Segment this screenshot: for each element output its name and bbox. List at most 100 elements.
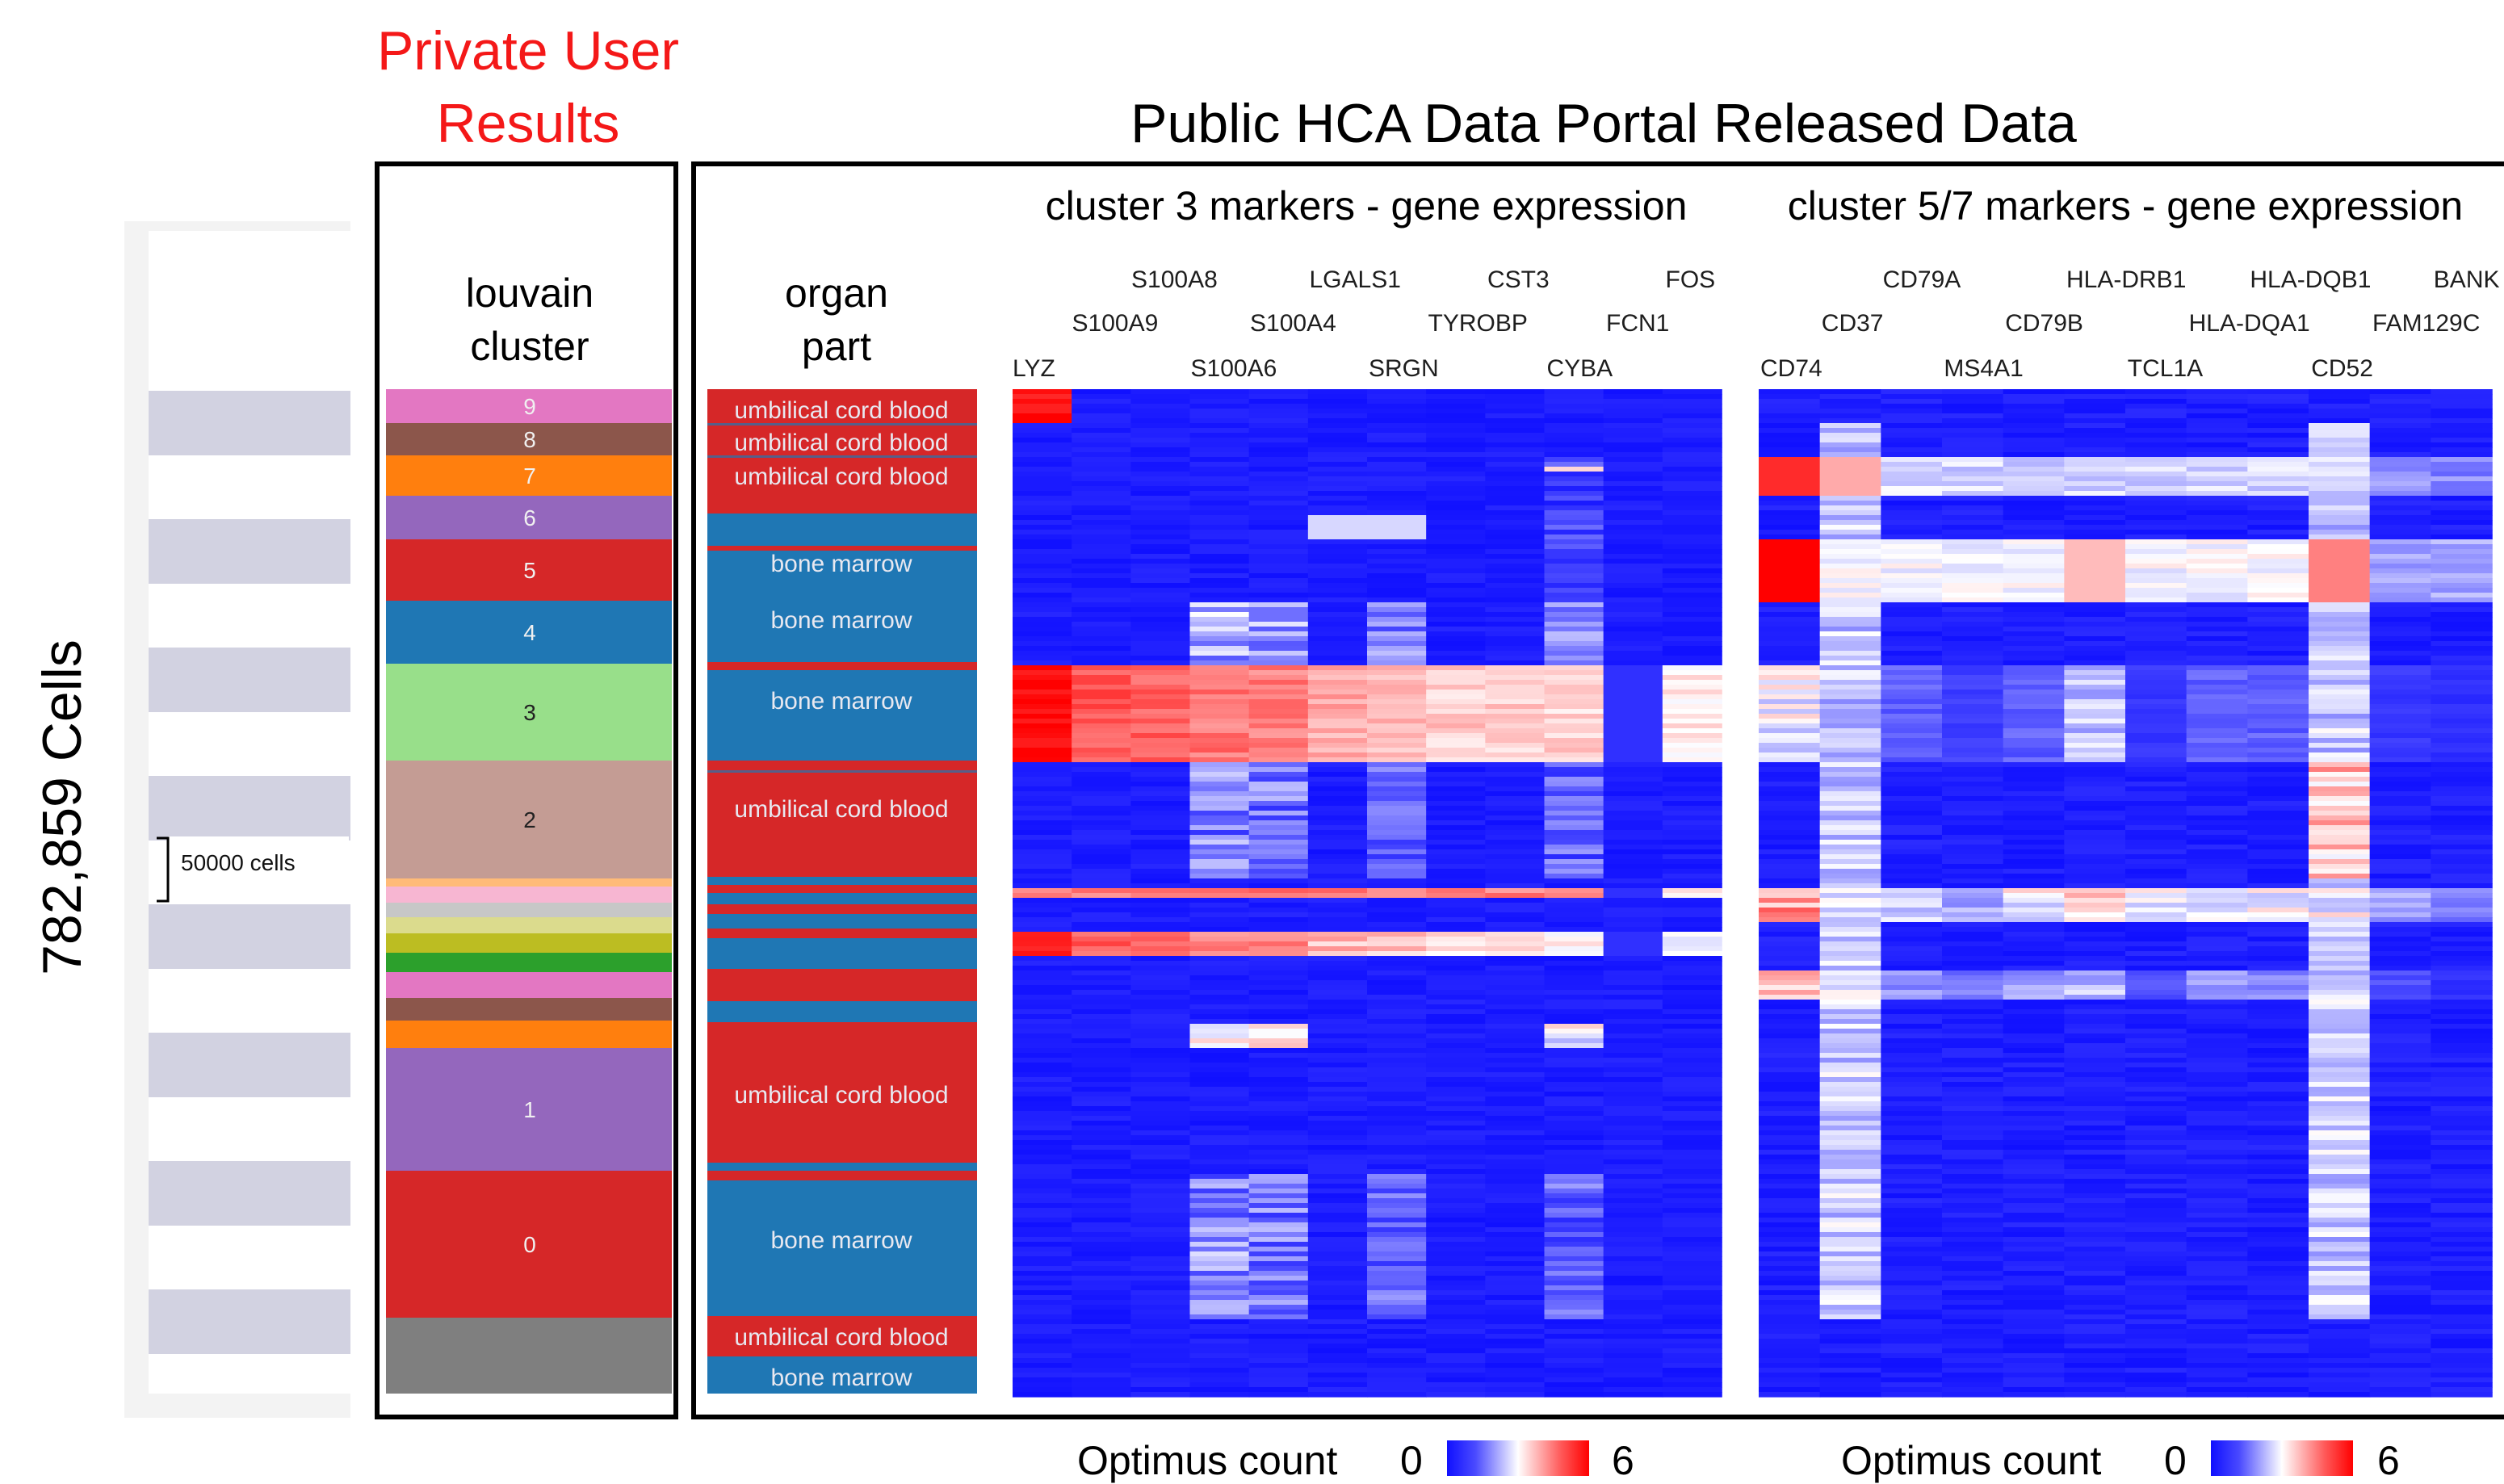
heatmap-cell (1759, 1218, 1821, 1223)
heatmap-cell (1759, 1232, 1821, 1238)
heatmap-cell (1013, 660, 1072, 666)
heatmap-cell (2003, 719, 2066, 724)
heatmap-cell (1367, 1218, 1427, 1223)
heatmap-cell (2247, 530, 2309, 535)
heatmap-cell (1248, 597, 1309, 603)
heatmap-cell (1662, 505, 1722, 511)
heatmap-cell (2431, 491, 2493, 497)
heatmap-cell (1307, 1314, 1368, 1320)
heatmap-cell (2125, 893, 2187, 899)
heatmap-cell (1189, 675, 1250, 681)
heatmap-cell (1248, 1266, 1309, 1272)
heatmap-cell (2431, 1285, 2493, 1291)
heatmap-cell (1130, 418, 1191, 424)
heatmap-cell (1603, 966, 1663, 971)
heatmap-cell (1013, 1377, 1072, 1383)
heatmap-cell (1072, 791, 1132, 797)
heatmap-cell (1662, 728, 1722, 734)
heatmap-cell (2186, 743, 2249, 748)
heatmap-cell (1248, 1126, 1309, 1131)
heatmap-cell (1013, 413, 1072, 419)
heatmap-cell (1485, 1334, 1546, 1339)
heatmap-cell (2309, 583, 2371, 589)
heatmap-cell (2369, 510, 2432, 516)
heatmap-cell (1189, 1126, 1250, 1131)
heatmap-cell (1544, 1348, 1604, 1354)
heatmap-cell (2309, 467, 2371, 472)
heatmap-cell (1426, 835, 1487, 841)
heatmap-cell (1367, 583, 1427, 589)
heatmap-cell (1881, 1271, 1943, 1276)
heatmap-cell (1662, 883, 1722, 889)
heatmap-cell (1189, 1029, 1250, 1034)
heatmap-cell (1881, 1222, 1943, 1228)
heatmap-cell (2369, 1111, 2432, 1117)
scale-bar-bracket (157, 836, 170, 903)
heatmap-cell (1248, 476, 1309, 482)
heatmap-cell (1130, 1130, 1191, 1136)
heatmap-cell (1603, 748, 1663, 753)
heatmap-cell (1367, 864, 1427, 870)
heatmap-cell (1367, 457, 1427, 463)
heatmap-cell (1662, 1101, 1722, 1107)
heatmap-cell (1130, 1377, 1191, 1383)
heatmap-cell (1189, 656, 1250, 661)
heatmap-cell (1189, 1063, 1250, 1068)
heatmap-cell (2369, 636, 2432, 642)
heatmap-cell (1662, 442, 1722, 448)
heatmap-cell (1426, 501, 1487, 506)
heatmap-cell (2125, 665, 2187, 671)
heatmap-cell (2309, 752, 2371, 758)
heatmap-cell (1759, 646, 1821, 652)
heatmap-cell (1942, 1290, 2004, 1296)
heatmap-cell (1544, 389, 1604, 395)
heatmap-cell (1307, 966, 1368, 971)
heatmap-cell (1130, 1179, 1191, 1184)
heatmap-cell (1603, 820, 1663, 826)
heatmap-cell (2064, 646, 2126, 652)
heatmap-cell (2186, 941, 2249, 947)
heatmap-cell (2431, 1222, 2493, 1228)
heatmap-cell (2369, 1251, 2432, 1257)
heatmap-cell (2186, 1000, 2249, 1005)
heatmap-cell (2125, 568, 2187, 574)
heatmap-cell (2369, 1004, 2432, 1010)
heatmap-cell (1307, 1319, 1368, 1325)
heatmap-cell (1544, 767, 1604, 773)
heatmap-cell (1881, 1251, 1943, 1257)
heatmap-cell (1189, 830, 1250, 836)
heatmap-cell (1367, 660, 1427, 666)
heatmap-cell (1759, 409, 1821, 414)
heatmap-cell (2003, 786, 2066, 792)
heatmap-cell (1819, 544, 1882, 550)
heatmap-cell (2125, 1106, 2187, 1112)
heatmap-cell (1544, 1164, 1604, 1170)
heatmap-cell (1248, 874, 1309, 879)
heatmap-cell (2431, 854, 2493, 860)
heatmap-cell (2064, 922, 2126, 928)
heatmap-cell (1426, 578, 1487, 584)
heatmap-cell (2309, 505, 2371, 511)
heatmap-cell (1942, 738, 2004, 744)
heatmap-cell (1485, 1174, 1546, 1180)
heatmap-cell (1130, 1150, 1191, 1155)
heatmap-cell (1881, 733, 1943, 739)
heatmap-cell (2247, 520, 2309, 526)
heatmap-cell (2309, 1261, 2371, 1267)
heatmap-cell (2369, 515, 2432, 521)
heatmap-cell (2247, 840, 2309, 845)
heatmap-cell (2247, 1053, 2309, 1059)
heatmap-cell (1248, 767, 1309, 773)
heatmap-cell (2309, 811, 2371, 816)
heatmap-cell (2125, 1295, 2187, 1301)
heatmap-cell (1662, 457, 1722, 463)
heatmap-cell (1248, 428, 1309, 434)
heatmap-cell (2125, 1208, 2187, 1214)
heatmap-cell (1189, 1314, 1250, 1320)
heatmap-cell (2186, 903, 2249, 908)
heatmap1-title: cluster 3 markers - gene expression (1046, 183, 1688, 228)
heatmap-cell (1367, 1150, 1427, 1155)
heatmap-cell (1603, 1271, 1663, 1276)
heatmap-cell (2431, 1043, 2493, 1049)
organ-part-segment (707, 877, 977, 885)
